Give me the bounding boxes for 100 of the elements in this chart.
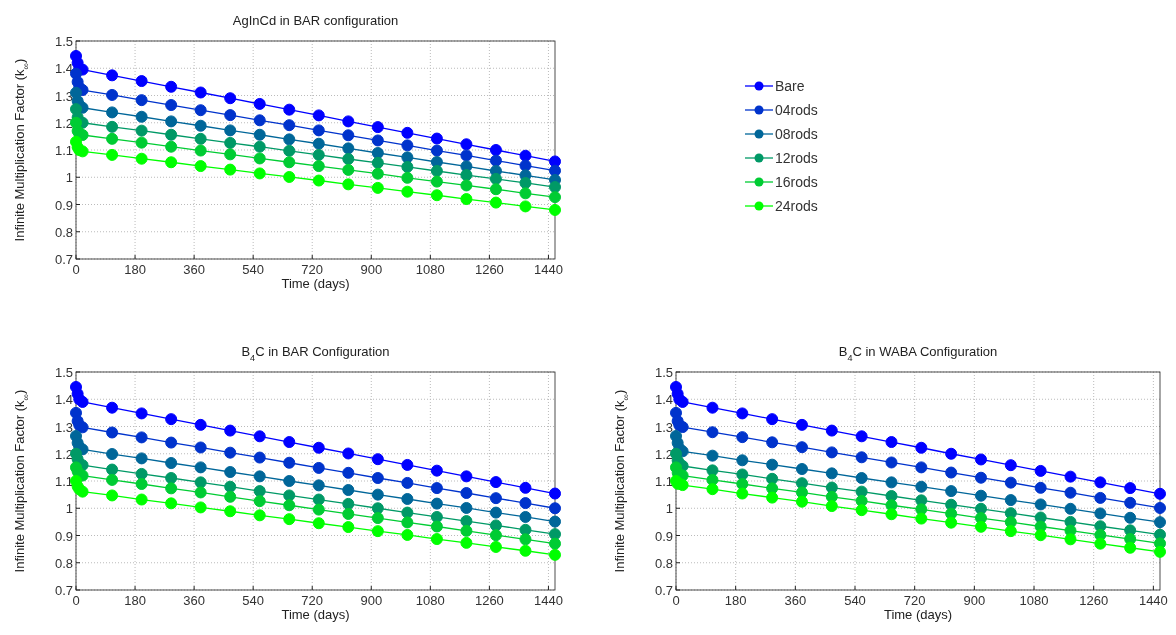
y-tick-label: 0.9	[54, 197, 73, 213]
point	[194, 501, 207, 514]
point	[224, 136, 237, 149]
point	[135, 94, 148, 107]
point	[706, 464, 719, 477]
point	[855, 472, 868, 484]
point	[401, 493, 414, 505]
point	[342, 178, 355, 191]
chart-title: B$_{4}$C in WABA Configuration	[838, 344, 998, 363]
point	[224, 124, 237, 137]
point	[430, 132, 443, 145]
y-tick-label: 0.7	[54, 252, 73, 267]
x-tick-label: 540	[844, 593, 866, 608]
x-tick-label: 720	[301, 593, 324, 608]
y-tick-label: 0.9	[654, 528, 673, 544]
point	[430, 533, 443, 546]
point	[430, 510, 443, 523]
point	[1064, 502, 1077, 515]
point	[106, 148, 119, 161]
point	[312, 124, 325, 137]
point	[342, 142, 355, 155]
point	[1094, 537, 1107, 550]
x-tick-label: 540	[242, 593, 265, 608]
point	[283, 475, 296, 487]
y-tick-label: 1.1	[654, 474, 673, 489]
point	[706, 426, 719, 439]
point	[253, 430, 266, 443]
point	[1124, 482, 1137, 495]
point	[766, 436, 779, 449]
point	[795, 495, 808, 508]
point	[106, 132, 119, 145]
point	[224, 446, 237, 459]
point	[1124, 511, 1137, 524]
x-tick-label: 540	[242, 262, 265, 277]
point	[519, 159, 532, 172]
point	[312, 160, 325, 173]
point	[1034, 529, 1047, 542]
point	[1094, 491, 1107, 504]
y-tick-label: 0.7	[654, 583, 673, 598]
point	[165, 156, 178, 169]
y-tick-label: 1	[65, 501, 73, 517]
point	[106, 401, 119, 414]
point	[519, 510, 532, 523]
point	[519, 149, 532, 162]
point	[283, 456, 296, 469]
point	[795, 441, 808, 454]
point	[945, 466, 958, 479]
x-tick-label: 180	[724, 593, 747, 608]
point	[1034, 481, 1047, 494]
point	[371, 167, 384, 180]
point	[945, 485, 958, 498]
point	[371, 134, 384, 147]
point	[342, 447, 355, 460]
point	[401, 160, 414, 173]
point	[106, 448, 119, 461]
legend-label: 04rods	[775, 102, 818, 118]
point	[106, 473, 119, 486]
point	[253, 128, 266, 141]
point	[519, 176, 532, 189]
point	[519, 481, 532, 494]
point	[549, 502, 561, 515]
point	[430, 520, 443, 533]
point	[885, 508, 898, 521]
x-tick-label: 1260	[1079, 593, 1109, 608]
point	[106, 69, 119, 82]
point	[736, 407, 749, 420]
chart-title: B$_{4}$C in BAR Configuration	[241, 344, 390, 363]
point	[974, 489, 987, 502]
point	[224, 466, 237, 478]
point	[165, 482, 178, 495]
point	[519, 200, 532, 213]
point	[401, 458, 414, 471]
point	[1004, 476, 1017, 489]
point	[915, 441, 928, 454]
x-tick-label: 720	[903, 593, 926, 608]
point	[855, 485, 868, 498]
point	[885, 436, 898, 449]
point	[342, 466, 355, 479]
point	[371, 472, 384, 484]
point	[736, 478, 749, 490]
legend-label: 24rods	[775, 198, 818, 214]
point	[312, 493, 325, 506]
point	[253, 167, 266, 180]
point	[165, 472, 178, 484]
point	[106, 120, 119, 133]
y-tick-label: 1.3	[54, 419, 73, 435]
point	[706, 449, 719, 462]
point	[135, 75, 148, 88]
point	[312, 148, 325, 161]
y-tick-label: 0.8	[54, 555, 73, 571]
point	[855, 504, 868, 517]
point	[460, 138, 473, 151]
point	[312, 479, 325, 492]
point	[371, 147, 384, 159]
x-tick-label: 360	[183, 262, 205, 277]
point	[165, 140, 178, 153]
point	[371, 512, 384, 525]
point	[224, 490, 237, 503]
point	[430, 482, 443, 495]
point	[194, 119, 207, 132]
